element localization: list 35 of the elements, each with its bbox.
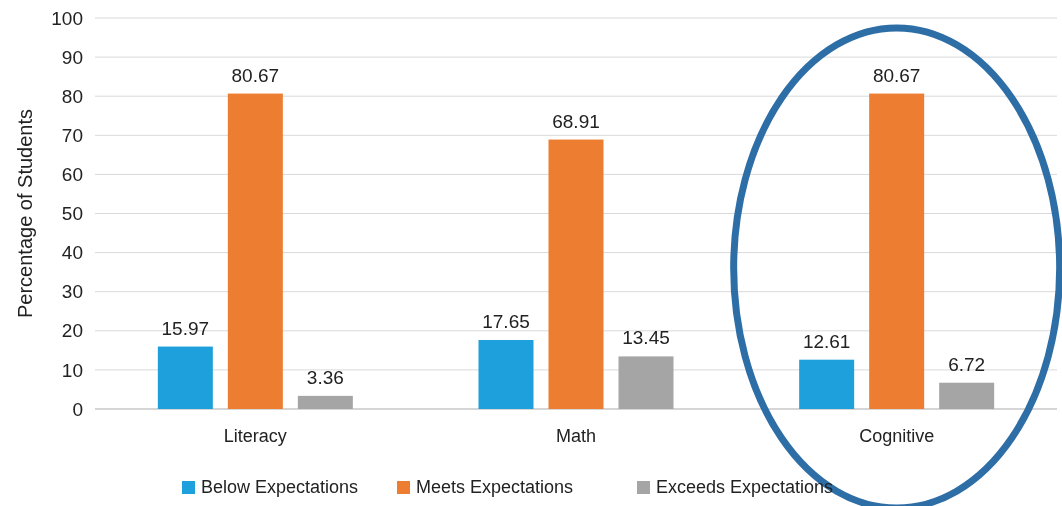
bar [227, 93, 283, 409]
legend-label: Below Expectations [201, 477, 359, 497]
y-tick-label: 20 [61, 320, 83, 342]
x-tick-label: Cognitive [859, 426, 935, 446]
y-tick-label: 30 [61, 281, 83, 303]
y-tick-label: 100 [51, 7, 83, 29]
legend-label: Meets Expectations [416, 477, 574, 497]
bar [869, 93, 925, 409]
data-label: 3.36 [306, 366, 344, 388]
y-tick-label: 60 [61, 164, 83, 186]
bar [478, 339, 534, 409]
x-tick-label: Math [555, 426, 597, 446]
y-axis-title: Percentage of Students [14, 108, 36, 319]
data-label: 6.72 [948, 353, 986, 375]
bar [618, 356, 674, 409]
data-label: 80.67 [231, 64, 280, 86]
y-tick-label: 90 [61, 46, 83, 68]
data-label: 12.61 [802, 330, 851, 352]
data-label: 13.45 [622, 327, 670, 349]
data-label: 17.65 [482, 310, 530, 332]
x-tick-label: Literacy [223, 426, 287, 446]
y-tick-label: 10 [61, 359, 83, 381]
y-tick-label: 0 [72, 398, 83, 420]
y-tick-label: 70 [61, 124, 83, 146]
y-tick-label: 80 [61, 85, 83, 107]
y-tick-label: 50 [61, 203, 83, 225]
bar [157, 346, 213, 409]
bar [939, 382, 995, 409]
data-label: 68.91 [552, 110, 600, 132]
bar [548, 139, 604, 409]
bar [297, 395, 353, 409]
data-label: 80.67 [872, 64, 921, 86]
data-label: 15.97 [161, 317, 210, 339]
bar [799, 359, 855, 409]
y-tick-label: 40 [61, 242, 83, 264]
